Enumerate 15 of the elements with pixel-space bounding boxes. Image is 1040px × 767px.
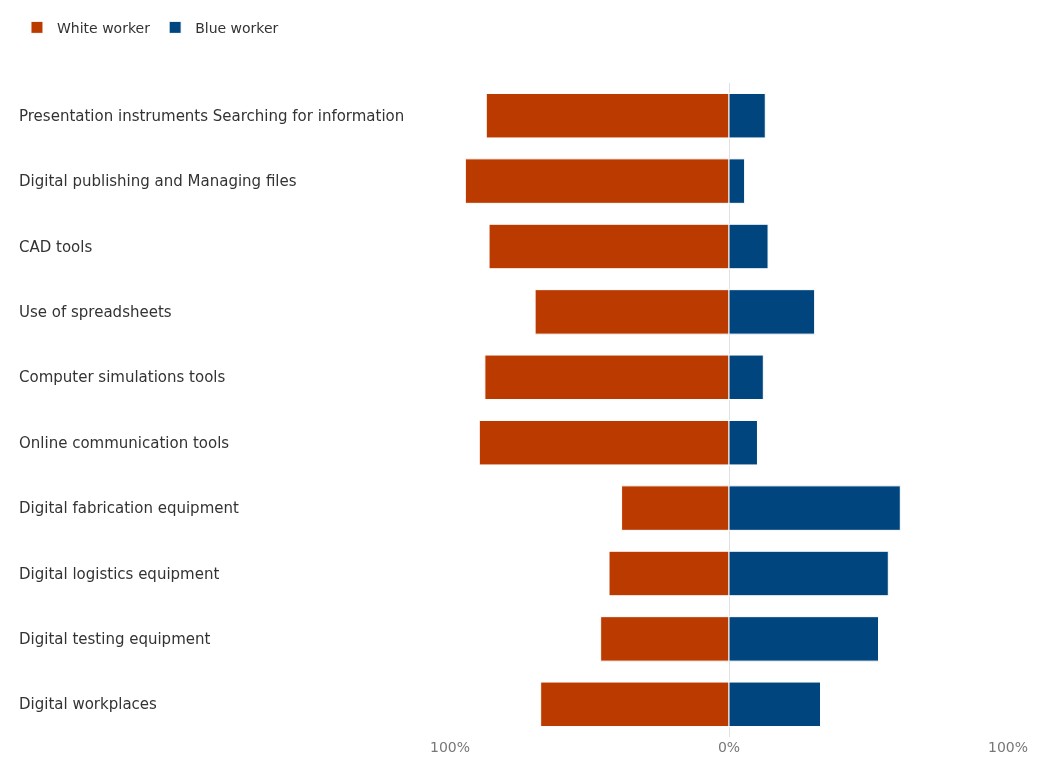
y-tick-label: Digital fabrication equipment xyxy=(19,499,239,517)
y-tick-label: Digital testing equipment xyxy=(19,630,211,648)
x-tick-label: 100% xyxy=(429,739,471,755)
y-tick-label: Digital logistics equipment xyxy=(19,565,220,583)
x-tick-label: 0% xyxy=(717,739,741,755)
y-tick-label: Use of spreadsheets xyxy=(19,303,172,321)
y-tick-label: Digital publishing and Managing files xyxy=(19,172,297,190)
y-tick-label: CAD tools xyxy=(19,238,93,256)
y-tick-label: Online communication tools xyxy=(19,434,230,452)
y-tick-label: Digital workplaces xyxy=(19,695,158,713)
y-tick-label: Computer simulations tools xyxy=(19,368,226,386)
legend-label: Blue worker xyxy=(195,19,279,36)
y-tick-label: Presentation instruments Searching for information xyxy=(19,107,405,125)
x-tick-label: 100% xyxy=(987,739,1029,755)
legend-label: White worker xyxy=(56,19,151,36)
